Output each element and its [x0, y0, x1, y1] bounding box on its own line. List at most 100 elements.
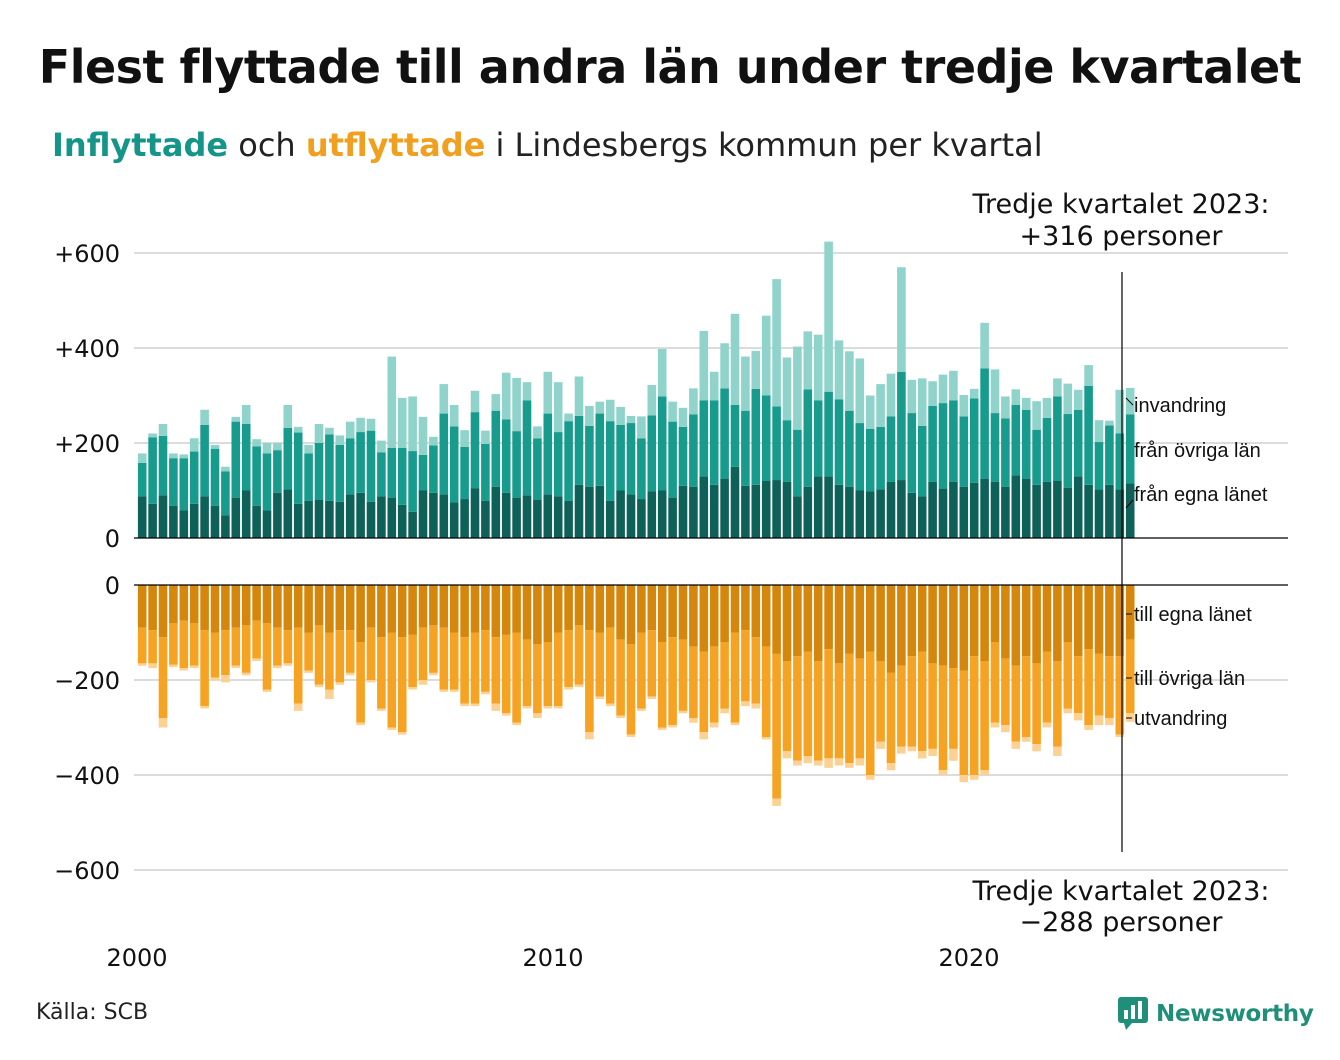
- in-bar-2-13: [273, 443, 282, 451]
- in-bar-0-35: [501, 492, 511, 539]
- out-bar-1-50: [657, 642, 667, 728]
- out-bar-2-50: [657, 727, 667, 730]
- out-bar-1-64: [803, 651, 813, 756]
- label-till-egna-lanet: till egna länet: [1134, 604, 1252, 626]
- out-bar-0-89: [1063, 585, 1073, 642]
- out-bar-2-48: [637, 708, 646, 711]
- in-bar-0-91: [1084, 484, 1093, 538]
- out-bar-2-70: [865, 775, 875, 780]
- in-bar-2-65: [813, 334, 823, 401]
- in-bar-0-47: [626, 494, 636, 538]
- out-bar-1-18: [325, 632, 334, 690]
- in-bar-2-54: [699, 330, 709, 401]
- out-bar-2-46: [616, 715, 625, 719]
- in-bar-1-11: [252, 446, 261, 506]
- in-bar-1-78: [949, 400, 958, 482]
- in-bar-2-20: [345, 421, 355, 439]
- out-bar-2-31: [460, 703, 469, 707]
- out-bar-2-27: [418, 680, 428, 685]
- in-bar-1-3: [169, 458, 178, 506]
- in-bar-0-92: [1094, 489, 1104, 538]
- in-bar-2-29: [439, 384, 449, 414]
- in-bar-2-66: [824, 241, 833, 392]
- in-bar-2-57: [730, 313, 740, 405]
- out-bar-1-24: [387, 632, 397, 728]
- in-bar-2-86: [1032, 401, 1041, 430]
- out-bar-0-52: [678, 585, 688, 640]
- in-bar-2-44: [595, 401, 605, 414]
- out-bar-2-80: [969, 775, 979, 780]
- in-bar-1-50: [657, 396, 667, 491]
- in-bar-0-34: [491, 486, 501, 538]
- out-bar-2-51: [668, 725, 677, 728]
- out-bar-0-9: [231, 585, 241, 628]
- in-bar-1-20: [345, 438, 355, 495]
- in-bar-0-21: [356, 492, 365, 539]
- in-bar-2-34: [491, 394, 501, 411]
- out-bar-0-80: [969, 585, 979, 657]
- out-bar-1-22: [366, 627, 376, 680]
- in-bar-2-64: [803, 331, 813, 390]
- in-bar-1-82: [990, 413, 1000, 482]
- out-bar-0-3: [169, 585, 178, 623]
- out-bar-0-68: [845, 585, 854, 654]
- in-bar-1-53: [689, 414, 698, 487]
- out-bar-0-20: [345, 585, 355, 631]
- in-bar-1-80: [969, 398, 979, 483]
- out-bar-1-94: [1115, 656, 1125, 735]
- out-bar-2-94: [1115, 734, 1125, 738]
- in-bar-0-52: [678, 485, 688, 538]
- out-bar-0-12: [262, 585, 272, 623]
- out-bar-0-35: [501, 585, 511, 635]
- out-bar-2-74: [907, 746, 917, 752]
- out-bar-0-77: [938, 585, 948, 666]
- in-bar-0-74: [907, 492, 917, 539]
- out-bar-0-78: [949, 585, 958, 669]
- in-bar-1-95: [1125, 414, 1135, 484]
- out-bar-2-5: [189, 665, 199, 669]
- in-bar-1-45: [605, 421, 615, 501]
- out-bar-1-45: [605, 627, 615, 704]
- out-bar-2-18: [325, 689, 334, 699]
- in-bar-1-16: [304, 453, 313, 501]
- in-bar-0-22: [366, 501, 376, 538]
- out-bar-0-55: [709, 585, 719, 647]
- out-bar-0-43: [585, 585, 594, 631]
- out-bar-2-54: [699, 732, 709, 740]
- in-bar-0-12: [262, 510, 272, 538]
- in-bar-0-68: [845, 486, 854, 538]
- out-bar-1-6: [200, 630, 209, 707]
- in-bar-2-5: [189, 438, 199, 452]
- in-bar-0-59: [751, 484, 761, 538]
- label-utvandring: utvandring: [1134, 708, 1227, 730]
- out-bar-0-11: [252, 585, 261, 621]
- out-bar-2-87: [1042, 722, 1052, 728]
- in-bar-1-59: [751, 388, 761, 485]
- out-bar-1-69: [855, 658, 865, 759]
- in-bar-0-66: [824, 476, 833, 538]
- out-bar-2-65: [813, 760, 823, 766]
- in-bar-1-46: [616, 424, 625, 491]
- in-bar-1-57: [730, 405, 740, 467]
- in-bar-2-87: [1042, 397, 1052, 418]
- in-bar-1-23: [377, 452, 386, 497]
- in-bar-1-10: [241, 424, 251, 491]
- in-bar-0-16: [304, 500, 313, 538]
- out-bar-2-55: [709, 722, 719, 728]
- out-bar-0-23: [377, 585, 386, 638]
- in-bar-1-56: [720, 388, 729, 479]
- in-bar-1-69: [855, 423, 865, 491]
- out-bar-2-85: [1021, 737, 1031, 742]
- out-bar-0-25: [397, 585, 407, 638]
- in-bar-0-80: [969, 482, 979, 538]
- annotation-bottom-line2: −288 personer: [1019, 907, 1223, 938]
- in-bar-0-33: [481, 500, 490, 538]
- out-bar-1-36: [512, 632, 521, 723]
- out-bar-0-69: [855, 585, 865, 659]
- out-bar-2-56: [720, 708, 729, 714]
- out-bar-1-7: [210, 632, 220, 678]
- in-bar-0-76: [928, 481, 937, 538]
- in-bar-1-14: [283, 427, 293, 490]
- in-bar-1-81: [980, 368, 989, 479]
- out-bar-0-15: [293, 585, 303, 628]
